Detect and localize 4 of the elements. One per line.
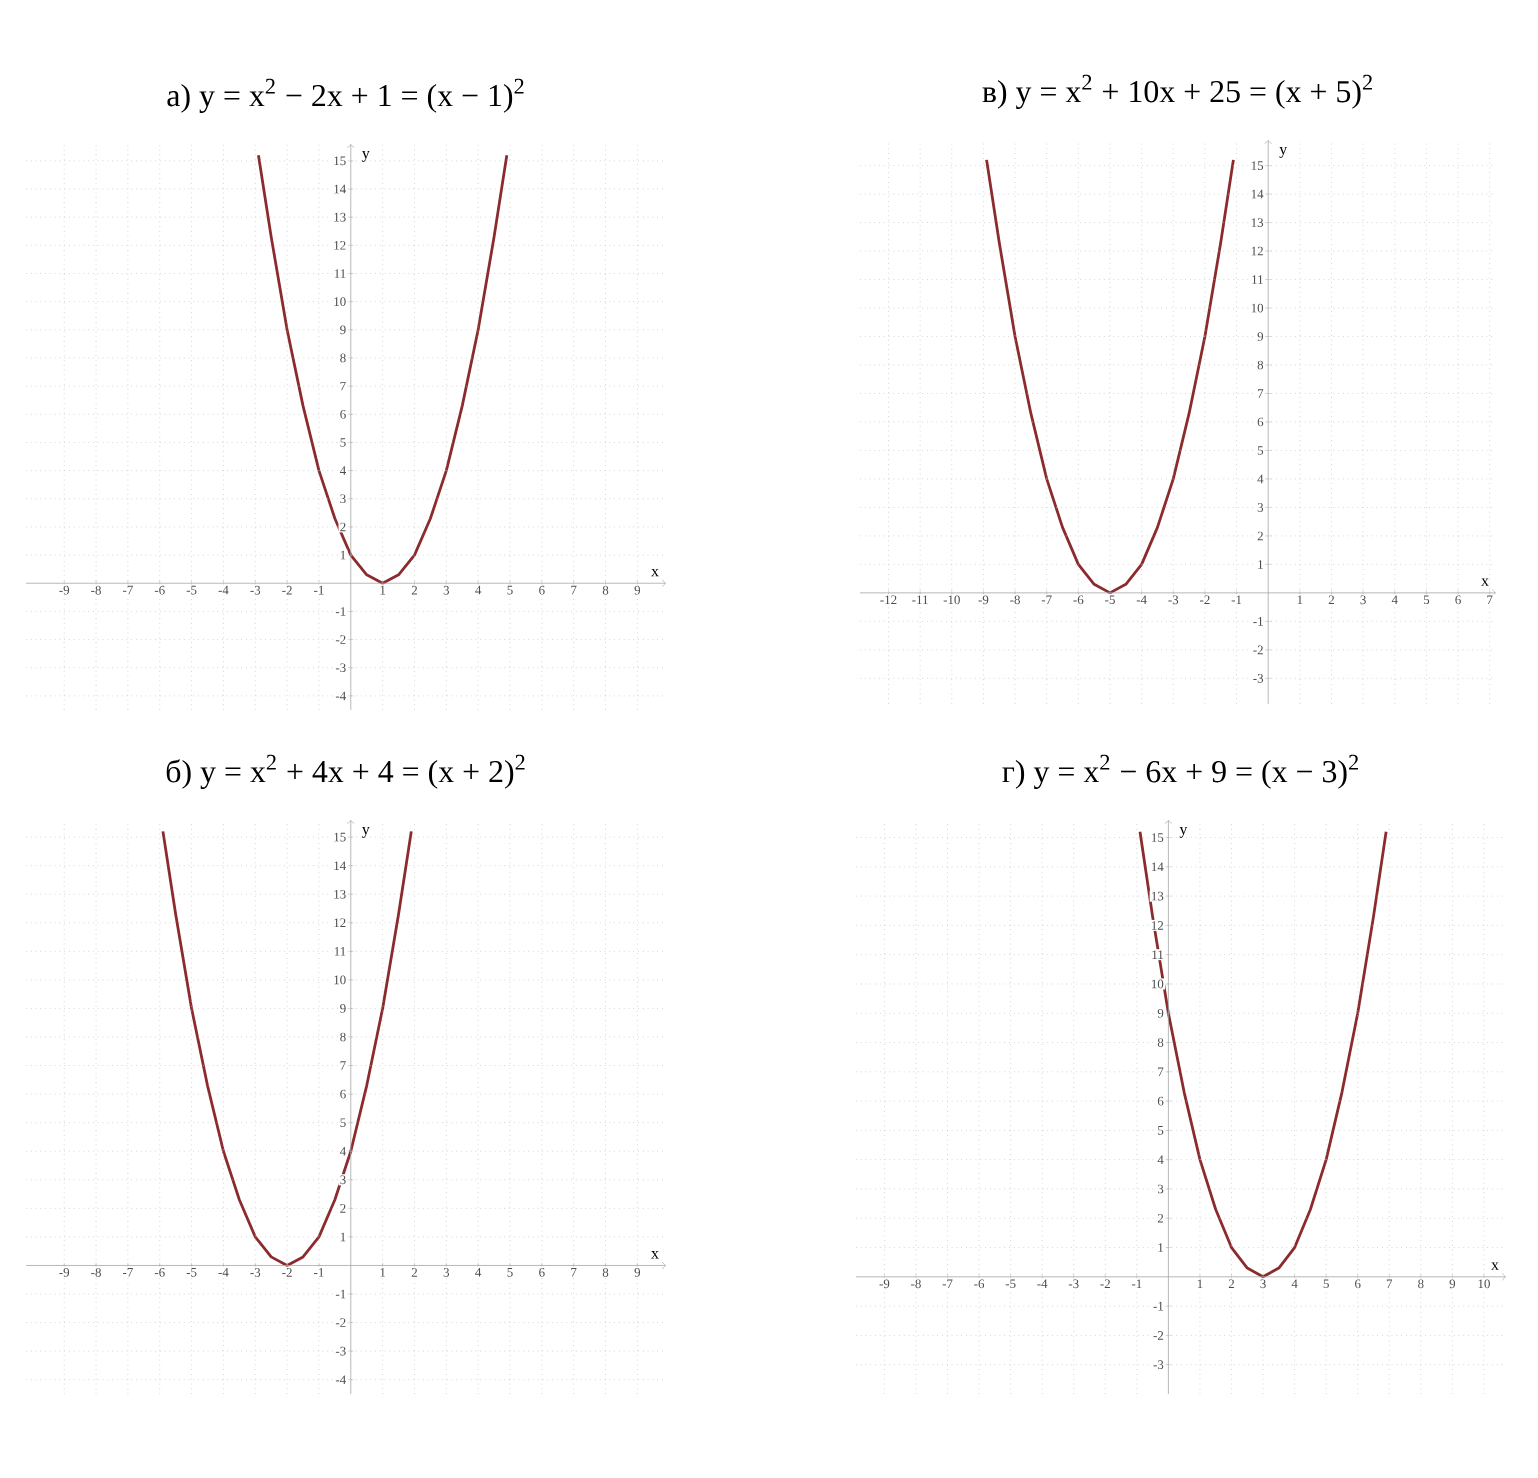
chart-title: в) y = x$^{2}$ + 10x + 25 = (x + 5)$^{2}$ bbox=[982, 74, 1372, 109]
chart-title: г) y = x$^{2}$ − 6x + 9 = (x − 3)$^{2}$ bbox=[1002, 754, 1358, 789]
chart-title: а) y = x$^{2}$ − 2x + 1 = (x − 1)$^{2}$ bbox=[167, 78, 524, 113]
chart-title: б) y = x$^{2}$ + 4x + 4 = (x + 2)$^{2}$ bbox=[166, 754, 525, 789]
